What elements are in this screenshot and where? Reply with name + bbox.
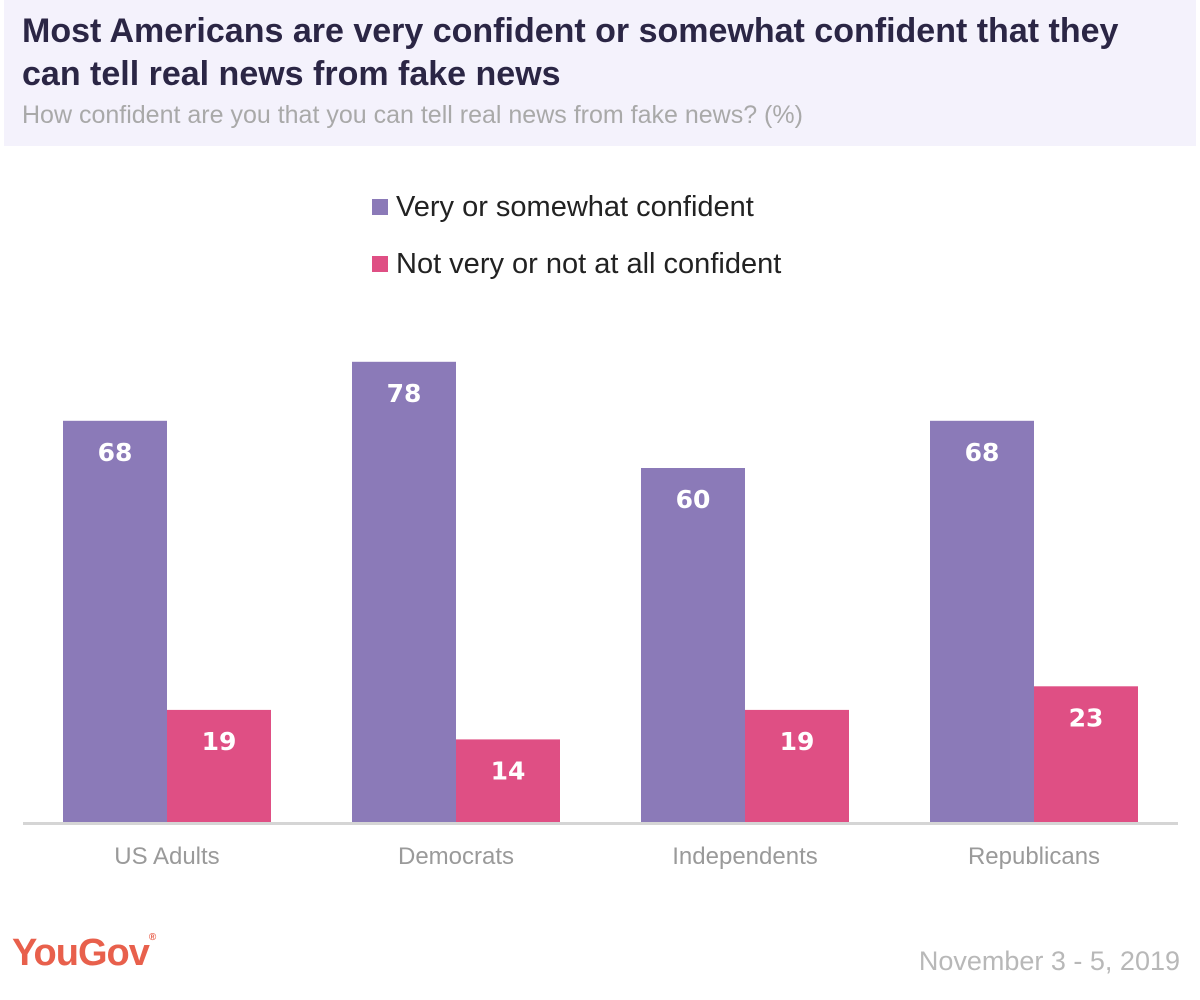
category-label-us-adults: US Adults bbox=[114, 843, 219, 870]
category-label-democrats: Democrats bbox=[398, 843, 514, 870]
category-label-republicans: Republicans bbox=[968, 843, 1100, 870]
header-banner: Most Americans are very confident or som… bbox=[4, 0, 1196, 146]
data-label-democrats-confident: 78 bbox=[387, 379, 422, 408]
legend-label-confident: Very or somewhat confident bbox=[396, 190, 754, 223]
bar-independents-confident bbox=[641, 468, 745, 822]
logo-text: YouGov bbox=[12, 932, 150, 974]
data-label-us-adults-confident: 68 bbox=[98, 438, 133, 467]
bar-us-adults-confident bbox=[63, 420, 167, 822]
chart-title: Most Americans are very confident or som… bbox=[22, 12, 1119, 93]
legend: Very or somewhat confident Not very or n… bbox=[372, 186, 781, 300]
legend-item-confident: Very or somewhat confident bbox=[372, 186, 781, 228]
data-label-us-adults-not-confident: 19 bbox=[202, 727, 237, 756]
bar-democrats-not-confident bbox=[456, 739, 560, 822]
survey-date: November 3 - 5, 2019 bbox=[918, 946, 1180, 976]
data-label-independents-not-confident: 19 bbox=[780, 727, 815, 756]
bar-republicans-confident bbox=[930, 420, 1034, 822]
legend-item-not-confident: Not very or not at all confident bbox=[372, 243, 781, 285]
chart-subtitle: How confident are you that you can tell … bbox=[22, 101, 803, 129]
data-label-republicans-not-confident: 23 bbox=[1069, 703, 1104, 732]
bar-independents-not-confident bbox=[745, 709, 849, 822]
data-label-independents-confident: 60 bbox=[676, 485, 711, 514]
legend-swatch-not-confident bbox=[372, 256, 388, 272]
bar-republicans-not-confident bbox=[1034, 686, 1138, 822]
data-label-democrats-not-confident: 14 bbox=[491, 756, 526, 785]
data-label-republicans-confident: 68 bbox=[965, 438, 1000, 467]
registered-mark: ® bbox=[148, 932, 157, 943]
category-label-independents: Independents bbox=[672, 843, 817, 870]
yougov-logo: YouGov® bbox=[12, 932, 156, 975]
legend-label-not-confident: Not very or not at all confident bbox=[396, 247, 782, 280]
bar-us-adults-not-confident bbox=[167, 709, 271, 822]
legend-swatch-confident bbox=[372, 199, 388, 215]
bar-democrats-confident bbox=[352, 361, 456, 822]
